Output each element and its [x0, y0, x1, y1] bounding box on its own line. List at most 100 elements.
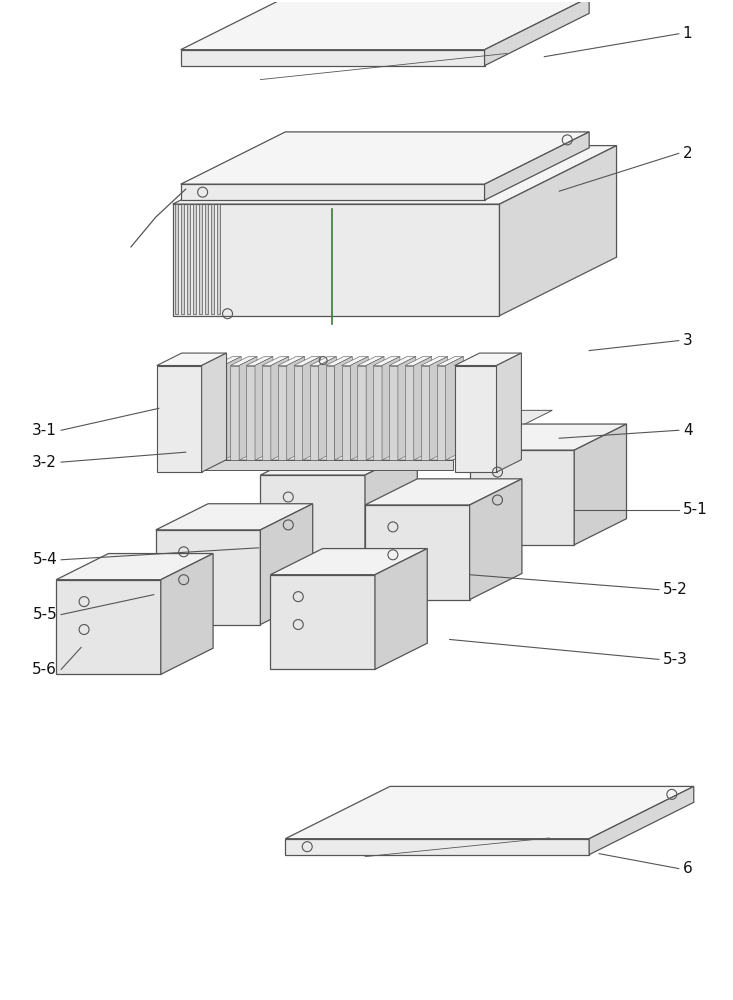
Polygon shape [193, 204, 196, 314]
Polygon shape [574, 424, 627, 545]
Polygon shape [173, 146, 616, 204]
Polygon shape [278, 357, 305, 366]
Polygon shape [199, 204, 202, 314]
Polygon shape [342, 357, 368, 366]
Polygon shape [430, 357, 448, 460]
Polygon shape [181, 184, 485, 200]
Polygon shape [382, 357, 400, 460]
Polygon shape [405, 366, 413, 460]
Polygon shape [398, 357, 416, 460]
Polygon shape [454, 353, 521, 366]
Text: 1: 1 [683, 26, 693, 41]
Polygon shape [278, 366, 287, 460]
Polygon shape [310, 366, 319, 460]
Polygon shape [224, 357, 241, 460]
Polygon shape [199, 366, 207, 460]
Polygon shape [210, 204, 214, 314]
Polygon shape [358, 366, 366, 460]
Text: 4: 4 [683, 423, 693, 438]
Polygon shape [285, 839, 589, 855]
Polygon shape [262, 357, 289, 366]
Polygon shape [437, 357, 463, 366]
Polygon shape [270, 549, 427, 575]
Polygon shape [485, 0, 589, 66]
Polygon shape [342, 366, 350, 460]
Polygon shape [405, 357, 432, 366]
Polygon shape [215, 366, 224, 460]
Polygon shape [365, 449, 417, 570]
Polygon shape [373, 357, 400, 366]
Polygon shape [446, 357, 463, 460]
Polygon shape [358, 357, 384, 366]
Polygon shape [187, 204, 190, 314]
Polygon shape [246, 366, 255, 460]
Polygon shape [156, 504, 313, 530]
Polygon shape [199, 357, 225, 366]
Text: 5-2: 5-2 [663, 582, 688, 597]
Polygon shape [294, 357, 320, 366]
Polygon shape [202, 353, 226, 472]
Polygon shape [255, 357, 273, 460]
Text: 5-3: 5-3 [663, 652, 688, 667]
Polygon shape [157, 353, 226, 366]
Text: 3-1: 3-1 [32, 423, 57, 438]
Polygon shape [174, 204, 178, 314]
Polygon shape [56, 554, 213, 580]
Polygon shape [271, 357, 289, 460]
Polygon shape [334, 357, 353, 460]
Text: 6: 6 [683, 861, 693, 876]
Polygon shape [319, 357, 336, 460]
Text: 2: 2 [683, 146, 693, 161]
Polygon shape [262, 366, 271, 460]
Polygon shape [207, 357, 225, 460]
Polygon shape [230, 357, 257, 366]
Polygon shape [365, 479, 522, 505]
Polygon shape [365, 505, 470, 600]
Polygon shape [470, 479, 522, 600]
Polygon shape [499, 146, 616, 316]
Polygon shape [421, 357, 448, 366]
Polygon shape [181, 0, 589, 50]
Polygon shape [230, 366, 239, 460]
Polygon shape [181, 50, 485, 66]
Polygon shape [325, 357, 353, 366]
Polygon shape [260, 449, 417, 475]
Text: 5-5: 5-5 [32, 607, 57, 622]
Text: 3: 3 [683, 333, 693, 348]
Polygon shape [375, 549, 427, 669]
Polygon shape [294, 366, 303, 460]
Polygon shape [589, 786, 693, 855]
Polygon shape [216, 204, 220, 314]
Polygon shape [366, 357, 384, 460]
Polygon shape [325, 366, 334, 460]
Polygon shape [454, 366, 496, 472]
Polygon shape [470, 450, 574, 545]
Polygon shape [260, 504, 313, 625]
Polygon shape [205, 204, 208, 314]
Text: 5-4: 5-4 [32, 552, 57, 567]
Polygon shape [285, 786, 693, 839]
Polygon shape [270, 575, 375, 669]
Polygon shape [373, 366, 382, 460]
Polygon shape [239, 357, 257, 460]
Polygon shape [389, 357, 416, 366]
Polygon shape [260, 475, 365, 570]
Polygon shape [56, 580, 161, 674]
Polygon shape [496, 353, 521, 472]
Polygon shape [421, 366, 430, 460]
Polygon shape [303, 357, 320, 460]
Polygon shape [485, 132, 589, 200]
Text: 5-6: 5-6 [32, 662, 57, 677]
Polygon shape [173, 204, 499, 316]
Polygon shape [350, 357, 368, 460]
Polygon shape [246, 357, 273, 366]
Polygon shape [413, 357, 432, 460]
Polygon shape [156, 530, 260, 625]
Polygon shape [199, 460, 453, 470]
Polygon shape [287, 357, 305, 460]
Polygon shape [181, 204, 184, 314]
Polygon shape [310, 357, 336, 366]
Polygon shape [437, 366, 446, 460]
Polygon shape [161, 554, 213, 674]
Polygon shape [157, 366, 202, 472]
